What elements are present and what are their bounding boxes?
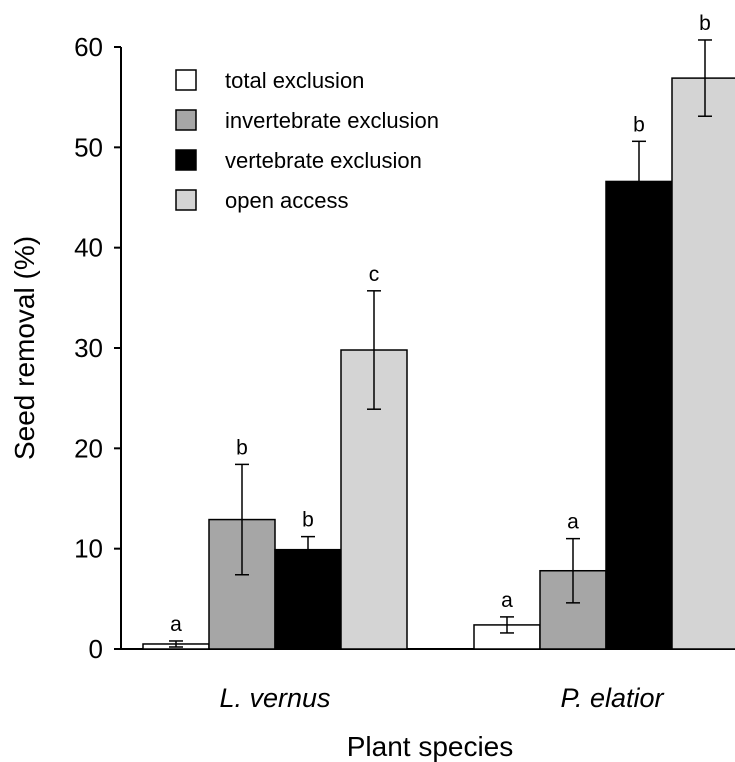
legend-swatch: [175, 189, 197, 211]
y-tick-label: 30: [74, 333, 103, 363]
axes: 0 10 20 30 40 50 60 L. vernus P. elatior: [74, 32, 735, 713]
significance-letter: a: [170, 613, 182, 636]
legend-swatch: [175, 149, 197, 171]
y-tick-label: 20: [74, 433, 103, 463]
legend-entry-label: open access: [225, 188, 349, 213]
legend-swatch: [175, 69, 197, 91]
x-category-label: P. elatior: [560, 683, 664, 713]
bars: a b b c a a b b: [142, 12, 735, 650]
x-axis-title: Plant species: [347, 731, 514, 762]
legend-entry-label: invertebrate exclusion: [225, 108, 439, 133]
y-axis-title: Seed removal (%): [9, 236, 40, 460]
legend-swatch: [175, 109, 197, 131]
legend-entry-label: total exclusion: [225, 68, 364, 93]
y-tick-label: 60: [74, 32, 103, 62]
y-tick-label: 10: [74, 534, 103, 564]
significance-letter: a: [567, 511, 579, 534]
bar: [605, 180, 673, 650]
y-tick-label: 50: [74, 132, 103, 162]
significance-letter: b: [633, 113, 645, 136]
legend-entry-label: vertebrate exclusion: [225, 148, 422, 173]
legend: total exclusion invertebrate exclusion ver…: [175, 68, 439, 213]
x-category-label: L. vernus: [219, 683, 330, 713]
significance-letter: b: [699, 12, 711, 35]
significance-letter: b: [302, 509, 314, 532]
y-tick-label: 40: [74, 233, 103, 263]
significance-letter: a: [501, 589, 513, 612]
y-tick-label: 0: [89, 634, 103, 664]
bar: [274, 548, 342, 650]
bar: [671, 77, 735, 650]
significance-letter: b: [236, 436, 248, 459]
significance-letter: c: [369, 263, 380, 286]
